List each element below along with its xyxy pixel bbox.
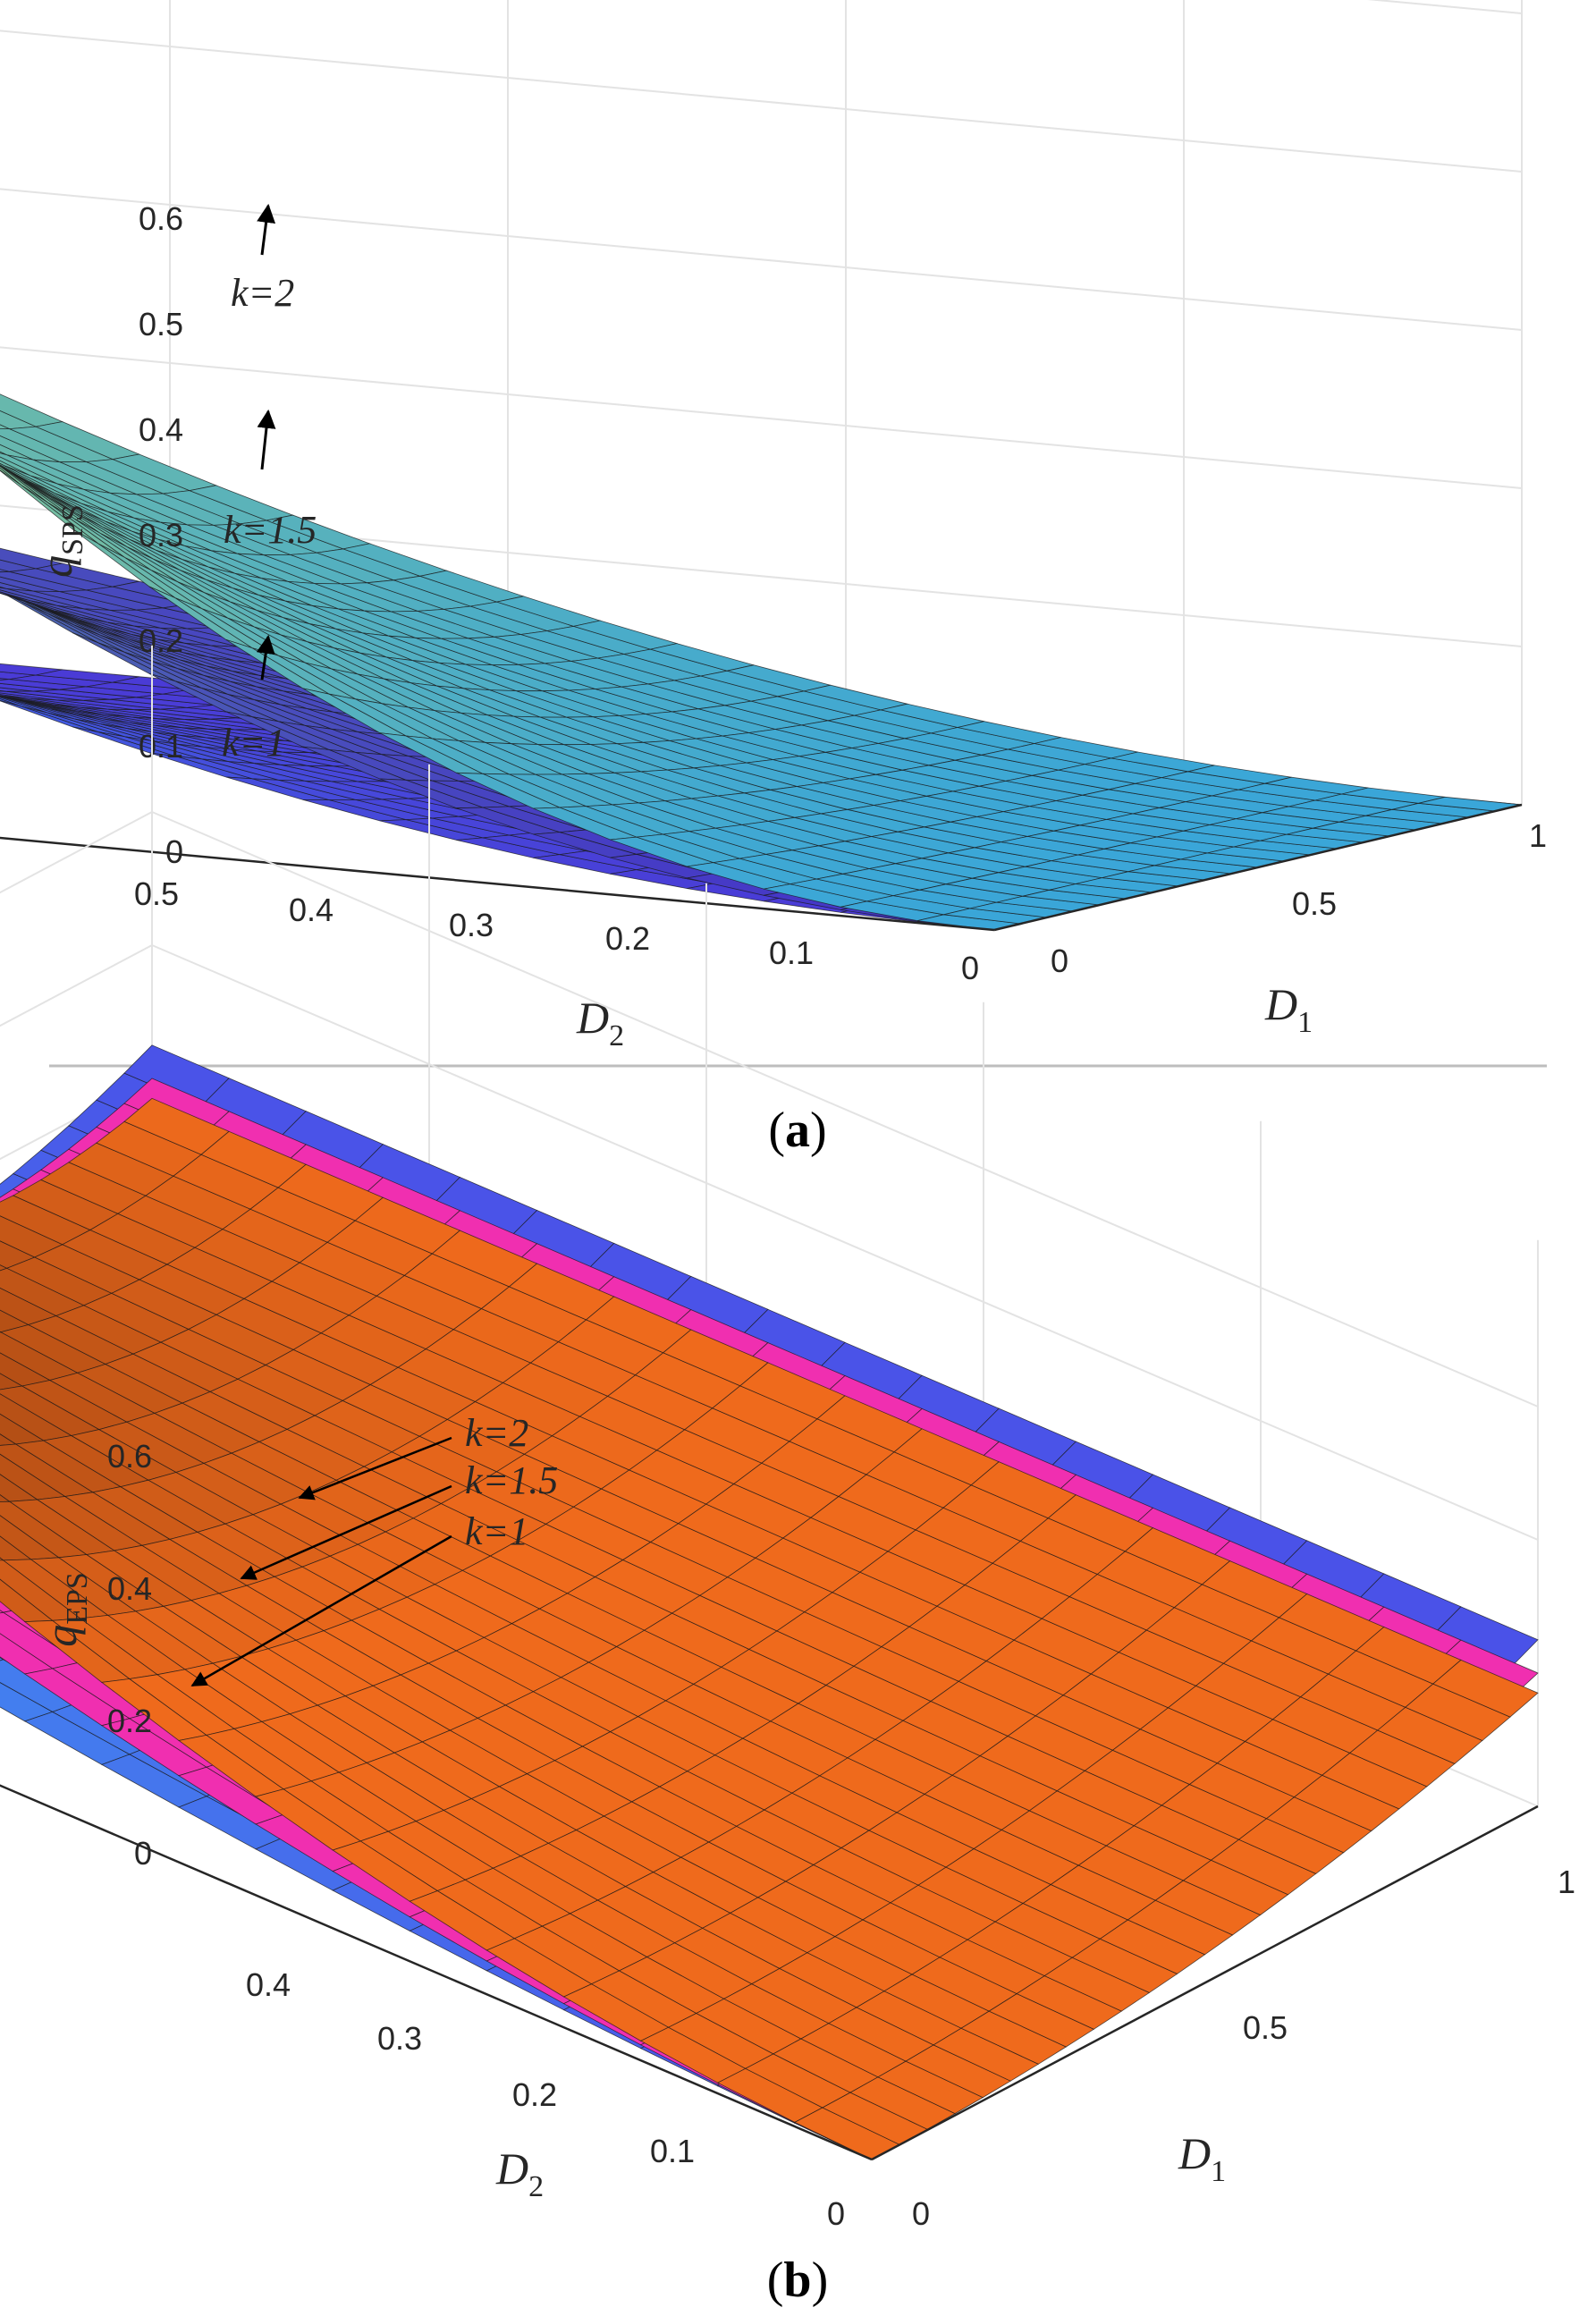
y-tick-label: 0.2 — [512, 2076, 557, 2113]
z-tick-label: 0 — [134, 1835, 152, 1872]
z-tick-label: 0.4 — [107, 1570, 152, 1607]
z-tick-label: 0.6 — [107, 1438, 152, 1475]
panel-a-caption: (a) — [768, 1103, 826, 1158]
panel-b-surfaces — [0, 1044, 1539, 2160]
annotation-k1: k=1 — [222, 721, 285, 765]
annotation-k1: k=1 — [465, 1509, 528, 1553]
annotation-k15: k=1.5 — [224, 508, 317, 552]
annotation-arrow — [256, 634, 275, 680]
y-axis-label: D2 — [576, 993, 624, 1052]
grid-line — [0, 30, 1523, 173]
panel-a-surfaces — [0, 393, 1523, 931]
x-axis-label: D1 — [1178, 2128, 1226, 2188]
grid-line — [0, 346, 1523, 489]
panel-a-x-ticks: 0 0.5 1 — [1051, 817, 1547, 979]
y-tick-label: 0.3 — [449, 907, 494, 943]
y-tick-label: 0.4 — [289, 892, 334, 928]
x-tick-label: 1 — [1558, 1864, 1575, 1900]
panel-a-y-ticks: 0 0.1 0.2 0.3 0.4 0.5 — [134, 875, 979, 986]
x-tick-label: 0.5 — [1292, 885, 1337, 922]
z-axis-label: qSPS — [31, 504, 89, 578]
grid-line — [0, 1078, 153, 1161]
panel-a-z-ticks: 0 0.1 0.2 0.3 0.4 0.5 0.6 — [139, 200, 183, 870]
annotation-arrow — [257, 203, 276, 256]
z-tick-label: 0.4 — [139, 411, 183, 448]
z-tick-label: 0.5 — [139, 306, 183, 342]
z-tick-label: 0.2 — [139, 622, 183, 659]
annotation-arrow — [257, 409, 276, 470]
z-tick-label: 0.1 — [139, 728, 183, 765]
panel-b-caption: (b) — [767, 2253, 828, 2308]
annotation-arrow — [298, 1436, 452, 1500]
x-axis-line — [993, 803, 1523, 932]
annotation-k2: k=2 — [231, 271, 294, 315]
z-tick-label: 0.6 — [139, 200, 183, 237]
y-axis-label: D2 — [495, 2143, 544, 2203]
panel-b-axes — [0, 1784, 1539, 2161]
z-tick-label: 0.3 — [139, 517, 183, 554]
y-tick-label: 0 — [827, 2195, 845, 2232]
panel-b-chart: 0 0.2 0.4 0.6 0 0.1 0.2 0.3 0.4 0 0.5 1 … — [0, 645, 1575, 2232]
x-tick-label: 0 — [1051, 942, 1068, 979]
y-tick-label: 0 — [961, 950, 979, 986]
y-axis-line — [0, 836, 995, 932]
panel-b-annotations: k=2 k=1.5 k=1 — [190, 1411, 558, 1687]
surface-patch — [0, 1264, 8, 1272]
z-axis-label: qEPS — [36, 1572, 94, 1647]
y-tick-label: 0.2 — [605, 920, 650, 957]
annotation-k2: k=2 — [465, 1411, 528, 1455]
x-axis-line — [871, 1805, 1539, 2161]
panel-a-axes — [0, 803, 1523, 932]
panel-a-chart: 0 0.1 0.2 0.3 0.4 0.5 0.6 0 0.1 0.2 0.3 … — [0, 0, 1547, 1052]
x-axis-label: D1 — [1264, 979, 1313, 1039]
annotation-arrow — [240, 1484, 452, 1580]
grid-line — [151, 811, 1539, 1407]
grid-line — [1367, 0, 1523, 14]
y-tick-label: 0.1 — [769, 934, 814, 971]
z-tick-label: 0 — [165, 833, 183, 870]
grid-line — [0, 188, 1523, 331]
annotation-arrow — [190, 1534, 452, 1687]
annotation-k15: k=1.5 — [465, 1458, 558, 1502]
z-tick-label: 0.2 — [107, 1703, 152, 1739]
surface-patch — [1432, 1659, 1539, 1718]
panel-a-annotations: k=2 k=1.5 k=1 — [222, 203, 317, 765]
x-tick-label: 1 — [1529, 817, 1547, 854]
x-tick-label: 0.5 — [1243, 2009, 1288, 2046]
y-axis-line — [0, 1784, 873, 2161]
grid-line — [0, 811, 153, 894]
y-tick-label: 0.4 — [246, 1966, 291, 2003]
y-tick-label: 0.3 — [377, 2020, 422, 2057]
panel-b-y-ticks: 0 0.1 0.2 0.3 0.4 — [246, 1966, 845, 2232]
grid-line — [151, 944, 1539, 1541]
x-tick-label: 0 — [912, 2195, 930, 2232]
y-tick-label: 0.5 — [134, 875, 179, 912]
y-tick-label: 0.1 — [650, 2133, 695, 2169]
grid-line — [0, 944, 153, 1027]
panel-b-z-ticks: 0 0.2 0.4 0.6 — [107, 1438, 152, 1872]
panel-b-x-ticks: 0 0.5 1 — [912, 1864, 1575, 2232]
